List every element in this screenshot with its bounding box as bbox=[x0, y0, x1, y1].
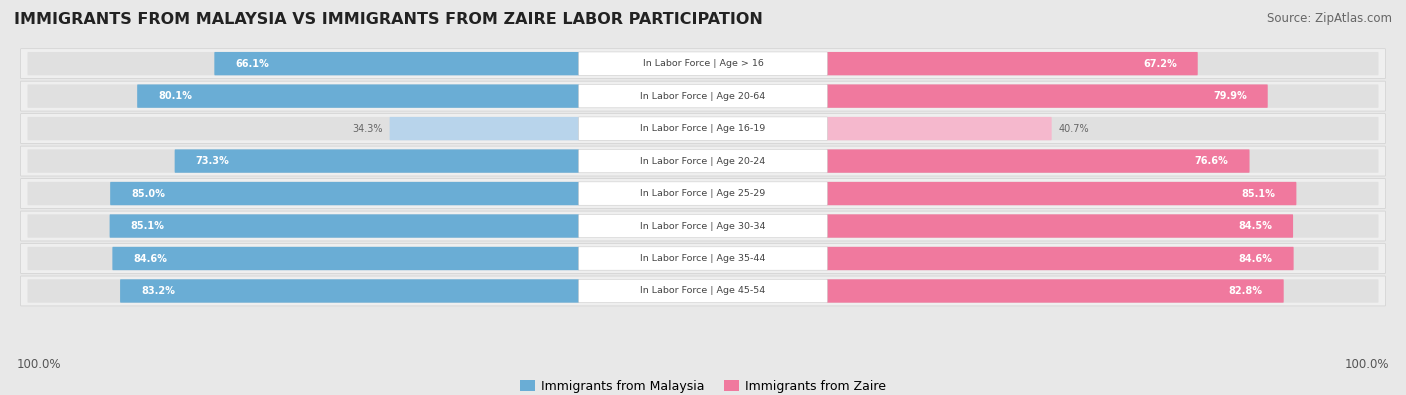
FancyBboxPatch shape bbox=[827, 247, 1378, 270]
FancyBboxPatch shape bbox=[28, 85, 579, 108]
FancyBboxPatch shape bbox=[827, 52, 1378, 75]
FancyBboxPatch shape bbox=[827, 214, 1378, 238]
Text: 84.6%: 84.6% bbox=[1239, 254, 1272, 263]
Text: 85.1%: 85.1% bbox=[1241, 188, 1275, 199]
FancyBboxPatch shape bbox=[827, 182, 1378, 205]
FancyBboxPatch shape bbox=[174, 149, 579, 173]
FancyBboxPatch shape bbox=[827, 214, 1294, 238]
FancyBboxPatch shape bbox=[214, 52, 579, 75]
FancyBboxPatch shape bbox=[827, 149, 1250, 173]
FancyBboxPatch shape bbox=[21, 179, 1385, 209]
Text: 85.1%: 85.1% bbox=[131, 221, 165, 231]
Text: 83.2%: 83.2% bbox=[141, 286, 174, 296]
FancyBboxPatch shape bbox=[579, 279, 827, 303]
Text: 34.3%: 34.3% bbox=[353, 124, 382, 134]
FancyBboxPatch shape bbox=[21, 276, 1385, 306]
FancyBboxPatch shape bbox=[579, 117, 827, 140]
FancyBboxPatch shape bbox=[138, 85, 579, 108]
Text: 76.6%: 76.6% bbox=[1195, 156, 1229, 166]
Text: In Labor Force | Age 20-24: In Labor Force | Age 20-24 bbox=[640, 156, 766, 166]
FancyBboxPatch shape bbox=[28, 52, 579, 75]
Text: In Labor Force | Age > 16: In Labor Force | Age > 16 bbox=[643, 59, 763, 68]
FancyBboxPatch shape bbox=[110, 214, 579, 238]
FancyBboxPatch shape bbox=[28, 214, 579, 238]
Text: 66.1%: 66.1% bbox=[235, 58, 269, 69]
FancyBboxPatch shape bbox=[827, 182, 1296, 205]
FancyBboxPatch shape bbox=[827, 85, 1378, 108]
FancyBboxPatch shape bbox=[21, 114, 1385, 143]
Text: In Labor Force | Age 16-19: In Labor Force | Age 16-19 bbox=[640, 124, 766, 133]
FancyBboxPatch shape bbox=[579, 85, 827, 108]
FancyBboxPatch shape bbox=[21, 211, 1385, 241]
FancyBboxPatch shape bbox=[827, 247, 1294, 270]
FancyBboxPatch shape bbox=[21, 146, 1385, 176]
FancyBboxPatch shape bbox=[827, 117, 1378, 140]
FancyBboxPatch shape bbox=[28, 117, 579, 140]
Text: In Labor Force | Age 30-34: In Labor Force | Age 30-34 bbox=[640, 222, 766, 231]
FancyBboxPatch shape bbox=[21, 49, 1385, 79]
FancyBboxPatch shape bbox=[579, 247, 827, 270]
Text: 67.2%: 67.2% bbox=[1143, 58, 1177, 69]
FancyBboxPatch shape bbox=[827, 52, 1198, 75]
FancyBboxPatch shape bbox=[579, 149, 827, 173]
FancyBboxPatch shape bbox=[120, 279, 579, 303]
Text: In Labor Force | Age 45-54: In Labor Force | Age 45-54 bbox=[640, 286, 766, 295]
Text: In Labor Force | Age 20-64: In Labor Force | Age 20-64 bbox=[640, 92, 766, 101]
Text: 80.1%: 80.1% bbox=[159, 91, 193, 101]
Text: 84.6%: 84.6% bbox=[134, 254, 167, 263]
FancyBboxPatch shape bbox=[827, 279, 1284, 303]
Text: 73.3%: 73.3% bbox=[195, 156, 229, 166]
Legend: Immigrants from Malaysia, Immigrants from Zaire: Immigrants from Malaysia, Immigrants fro… bbox=[515, 375, 891, 395]
FancyBboxPatch shape bbox=[21, 81, 1385, 111]
Text: Source: ZipAtlas.com: Source: ZipAtlas.com bbox=[1267, 12, 1392, 25]
Text: In Labor Force | Age 35-44: In Labor Force | Age 35-44 bbox=[640, 254, 766, 263]
FancyBboxPatch shape bbox=[827, 279, 1378, 303]
FancyBboxPatch shape bbox=[110, 182, 579, 205]
FancyBboxPatch shape bbox=[579, 52, 827, 75]
FancyBboxPatch shape bbox=[827, 149, 1378, 173]
FancyBboxPatch shape bbox=[827, 117, 1052, 140]
Text: 82.8%: 82.8% bbox=[1229, 286, 1263, 296]
Text: 84.5%: 84.5% bbox=[1239, 221, 1272, 231]
Text: 85.0%: 85.0% bbox=[131, 188, 165, 199]
FancyBboxPatch shape bbox=[827, 85, 1268, 108]
FancyBboxPatch shape bbox=[112, 247, 579, 270]
Text: IMMIGRANTS FROM MALAYSIA VS IMMIGRANTS FROM ZAIRE LABOR PARTICIPATION: IMMIGRANTS FROM MALAYSIA VS IMMIGRANTS F… bbox=[14, 12, 763, 27]
Text: 100.0%: 100.0% bbox=[17, 358, 62, 371]
Text: 79.9%: 79.9% bbox=[1213, 91, 1247, 101]
FancyBboxPatch shape bbox=[28, 182, 579, 205]
Text: 40.7%: 40.7% bbox=[1059, 124, 1088, 134]
FancyBboxPatch shape bbox=[28, 279, 579, 303]
FancyBboxPatch shape bbox=[28, 247, 579, 270]
Text: 100.0%: 100.0% bbox=[1344, 358, 1389, 371]
FancyBboxPatch shape bbox=[579, 182, 827, 205]
FancyBboxPatch shape bbox=[389, 117, 579, 140]
FancyBboxPatch shape bbox=[28, 149, 579, 173]
Text: In Labor Force | Age 25-29: In Labor Force | Age 25-29 bbox=[640, 189, 766, 198]
FancyBboxPatch shape bbox=[579, 214, 827, 238]
FancyBboxPatch shape bbox=[21, 244, 1385, 273]
